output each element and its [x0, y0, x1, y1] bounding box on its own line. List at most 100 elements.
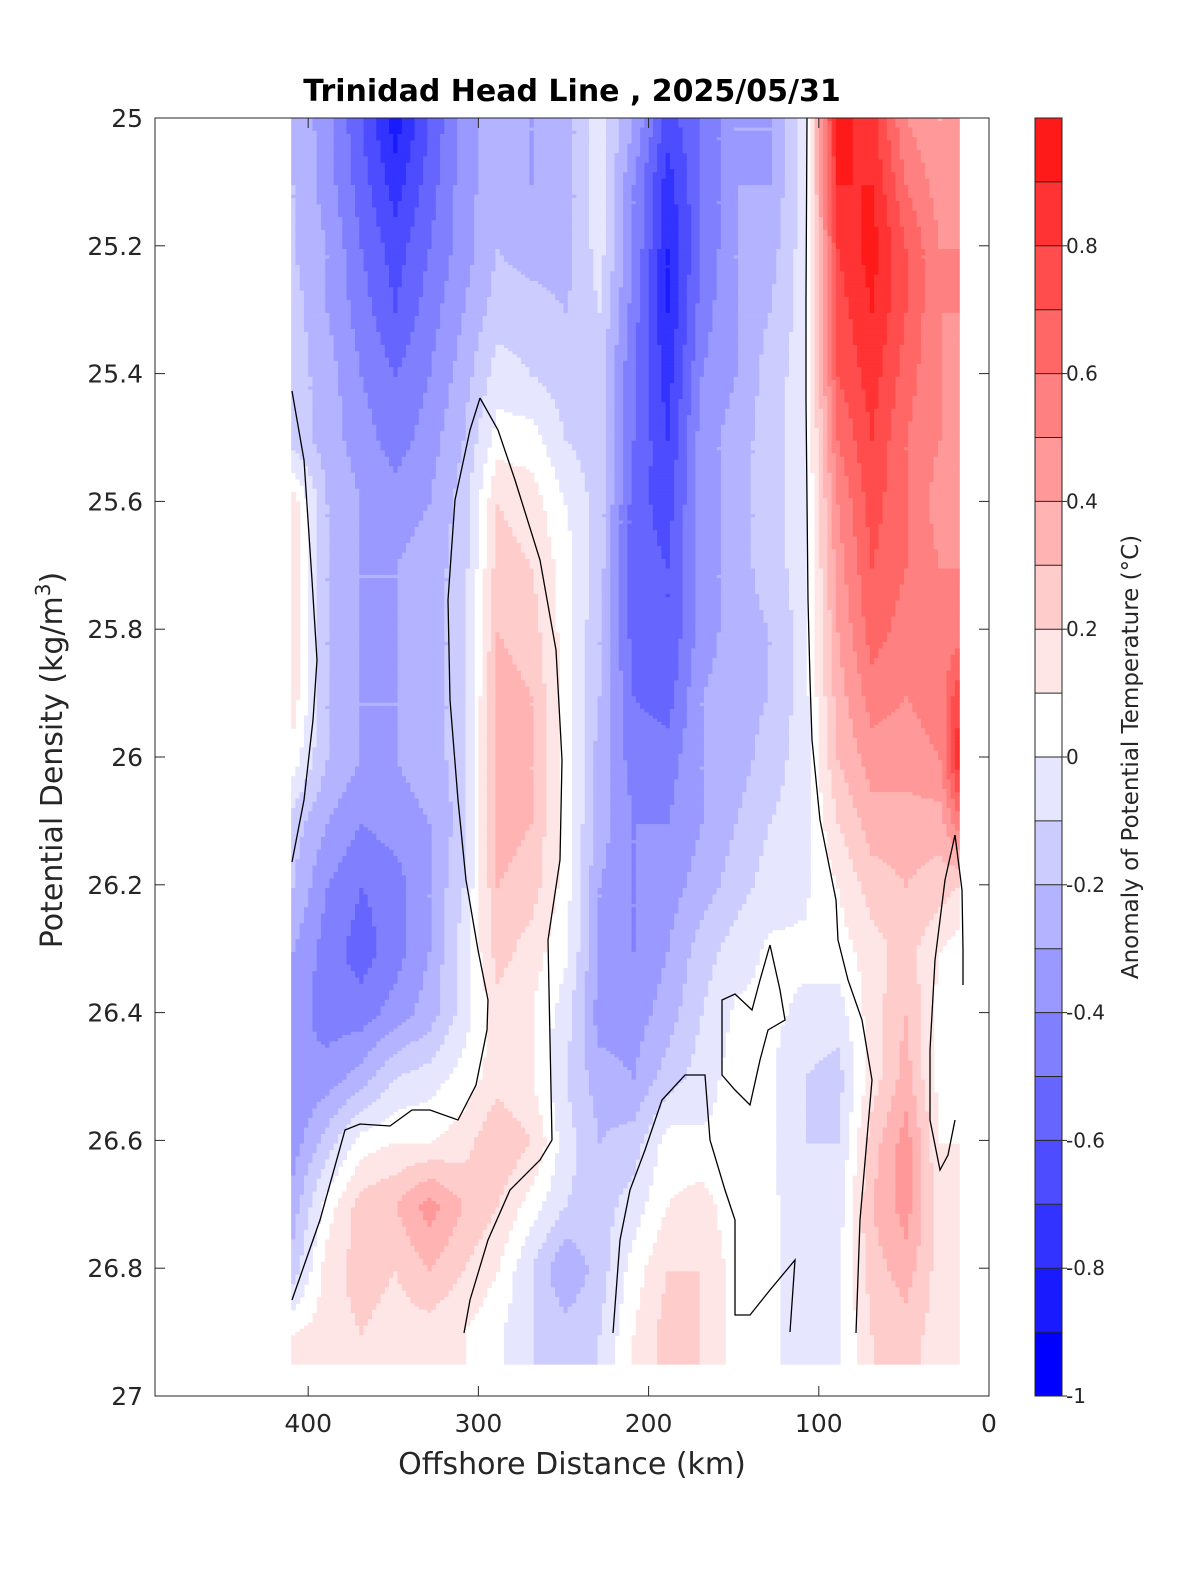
contour-cell [716, 293, 739, 298]
contour-cell [295, 242, 326, 247]
contour-cell [533, 130, 577, 135]
contour-cell [367, 405, 424, 410]
contour-cell [891, 165, 905, 170]
contour-cell [589, 226, 607, 231]
contour-cell [623, 415, 637, 419]
contour-cell [452, 488, 471, 493]
contour-cell [810, 233, 816, 237]
contour-cell [384, 354, 407, 359]
contour-cell [810, 236, 816, 240]
contour-cell [814, 316, 820, 320]
contour-cell [452, 194, 475, 199]
contour-cell [925, 258, 960, 263]
contour-cell [814, 386, 820, 391]
contour-cell [606, 248, 616, 253]
contour-cell [665, 411, 671, 416]
contour-cell [363, 252, 386, 256]
contour-cell [891, 252, 909, 256]
contour-cell [814, 408, 824, 413]
contour-cell [418, 408, 445, 413]
contour-cell [478, 172, 531, 177]
contour-cell [380, 447, 411, 451]
contour-cell [912, 201, 935, 205]
contour-cell [886, 466, 909, 471]
contour-cell [363, 389, 428, 394]
contour-cell [882, 159, 892, 164]
contour-cell [912, 127, 960, 132]
contour-cell [784, 526, 807, 531]
contour-cell [614, 443, 624, 448]
contour-cell [640, 271, 650, 276]
contour-cell [797, 118, 807, 122]
contour-cell [886, 217, 901, 221]
contour-cell [823, 437, 828, 442]
contour-cell [448, 395, 471, 400]
contour-cell [908, 293, 926, 298]
contour-cell [623, 181, 637, 186]
contour-cell [512, 264, 573, 269]
contour-cell [406, 245, 433, 250]
contour-cell [784, 194, 799, 199]
contour-cell [631, 245, 645, 250]
contour-cell [440, 178, 458, 183]
contour-cell [669, 395, 684, 400]
contour-cell [589, 181, 607, 186]
contour-cell [716, 274, 739, 279]
contour-cell [648, 268, 658, 272]
contour-cell [831, 332, 837, 336]
contour-cell [861, 226, 879, 231]
contour-cell [431, 488, 454, 493]
contour-cell [614, 402, 624, 407]
contour-cell [444, 284, 471, 288]
contour-cell [291, 156, 318, 161]
contour-cell [831, 207, 837, 212]
contour-cell [818, 395, 828, 400]
contour-cell [606, 332, 620, 336]
contour-cell [657, 146, 684, 151]
contour-cell [614, 175, 624, 180]
contour-cell [942, 312, 960, 317]
contour-cell [665, 169, 675, 173]
contour-cell [440, 140, 458, 145]
contour-cell [895, 191, 909, 196]
contour-cell [452, 252, 475, 256]
contour-cell [814, 277, 820, 282]
contour-cell [823, 456, 828, 461]
contour-cell [644, 245, 654, 250]
contour-cell [623, 172, 637, 177]
contour-cell [678, 421, 688, 426]
contour-cell [814, 370, 820, 375]
contour-cell [784, 379, 807, 384]
contour-cell [674, 514, 684, 518]
contour-cell [665, 175, 675, 180]
contour-cell [861, 229, 879, 234]
contour-cell [797, 239, 807, 244]
contour-cell [657, 328, 675, 333]
contour-cell [691, 229, 701, 234]
contour-cell [771, 178, 786, 183]
contour-cell [874, 309, 892, 314]
contour-cell [325, 306, 352, 311]
contour-cell [835, 386, 841, 391]
contour-cell [861, 469, 888, 474]
contour-cell [291, 133, 318, 138]
contour-cell [716, 258, 739, 263]
contour-cell [640, 274, 650, 279]
contour-cell [606, 226, 616, 231]
contour-cell [644, 178, 654, 183]
contour-cell [648, 392, 662, 397]
contour-cell [440, 443, 462, 448]
contour-cell [657, 156, 667, 161]
contour-cell [674, 495, 688, 499]
contour-cell [316, 539, 331, 544]
contour-cell [648, 277, 658, 282]
contour-cell [737, 213, 782, 218]
contour-cell [857, 440, 888, 445]
contour-cell [444, 287, 467, 292]
contour-cell [295, 197, 318, 202]
contour-cell [852, 520, 867, 525]
contour-cell [827, 264, 833, 269]
contour-cell [942, 325, 960, 330]
contour-cell [682, 520, 696, 525]
contour-cell [840, 383, 862, 387]
